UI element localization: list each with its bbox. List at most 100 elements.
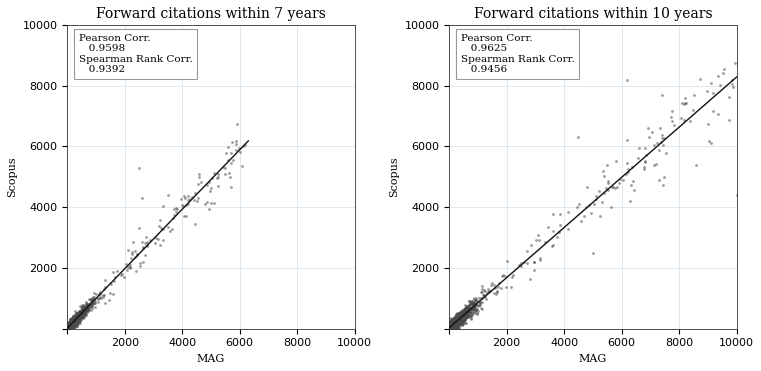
Point — [62, 326, 74, 332]
Point — [78, 311, 90, 316]
Point — [454, 310, 466, 316]
Point — [456, 317, 468, 323]
Point — [448, 323, 460, 329]
Point — [64, 325, 76, 331]
Point — [444, 326, 457, 332]
Point — [63, 322, 75, 328]
Point — [468, 304, 480, 310]
Point — [449, 322, 461, 328]
Point — [447, 322, 459, 328]
Point — [68, 317, 81, 323]
Point — [66, 321, 78, 327]
Point — [449, 321, 461, 326]
Point — [448, 316, 460, 322]
Point — [71, 313, 83, 319]
Point — [444, 322, 456, 328]
Point — [445, 326, 457, 332]
Point — [447, 316, 459, 322]
Point — [446, 322, 458, 328]
Point — [73, 316, 85, 322]
Point — [444, 324, 457, 329]
Point — [65, 322, 78, 328]
Point — [64, 326, 76, 332]
Point — [63, 326, 75, 332]
Point — [75, 313, 88, 319]
Point — [67, 319, 79, 325]
Point — [444, 322, 457, 328]
Point — [62, 326, 74, 332]
Point — [446, 322, 458, 328]
Point — [62, 324, 75, 329]
Point — [447, 326, 459, 332]
Point — [455, 314, 467, 320]
Point — [62, 326, 75, 332]
Point — [455, 316, 467, 322]
Point — [62, 326, 74, 332]
Point — [76, 305, 88, 311]
Point — [448, 318, 460, 324]
Point — [66, 319, 78, 325]
Point — [447, 321, 460, 327]
Point — [448, 323, 460, 329]
Point — [447, 322, 460, 328]
Point — [444, 326, 456, 332]
Point — [64, 321, 76, 327]
Point — [67, 316, 79, 322]
Point — [63, 322, 75, 328]
Point — [449, 317, 461, 323]
Point — [75, 311, 87, 317]
Point — [66, 322, 78, 328]
Point — [470, 307, 482, 313]
Point — [444, 324, 457, 330]
Point — [66, 322, 78, 328]
Point — [62, 324, 75, 329]
Point — [65, 326, 78, 332]
Point — [444, 321, 456, 327]
Point — [455, 309, 467, 315]
Point — [76, 308, 88, 313]
Point — [454, 317, 466, 323]
Point — [64, 321, 76, 327]
Point — [62, 326, 75, 332]
Point — [205, 186, 217, 191]
Point — [445, 321, 457, 327]
Point — [69, 325, 81, 331]
Point — [64, 325, 76, 331]
Point — [457, 312, 470, 318]
Point — [598, 190, 610, 196]
Point — [444, 326, 457, 332]
Point — [614, 176, 626, 182]
Point — [71, 316, 83, 322]
Point — [444, 326, 456, 332]
Point — [447, 321, 460, 326]
Point — [448, 319, 460, 325]
Point — [451, 315, 463, 321]
Point — [447, 315, 460, 321]
Point — [62, 324, 75, 330]
Point — [444, 326, 457, 332]
Point — [67, 321, 79, 326]
Point — [444, 322, 456, 328]
Point — [469, 310, 481, 316]
Point — [65, 320, 77, 326]
Point — [446, 321, 458, 327]
Point — [72, 316, 84, 322]
Point — [69, 314, 81, 320]
Point — [64, 322, 76, 328]
Point — [121, 267, 133, 273]
Point — [203, 178, 215, 184]
Point — [445, 324, 457, 329]
Point — [482, 286, 494, 292]
Point — [448, 317, 460, 323]
Point — [446, 322, 458, 328]
Point — [447, 319, 460, 325]
Point — [449, 318, 461, 324]
Point — [68, 320, 80, 326]
Point — [62, 325, 74, 331]
Point — [447, 323, 459, 329]
Point — [466, 303, 479, 309]
Point — [62, 326, 74, 332]
Point — [77, 306, 89, 312]
Point — [64, 322, 76, 328]
Point — [476, 299, 488, 305]
